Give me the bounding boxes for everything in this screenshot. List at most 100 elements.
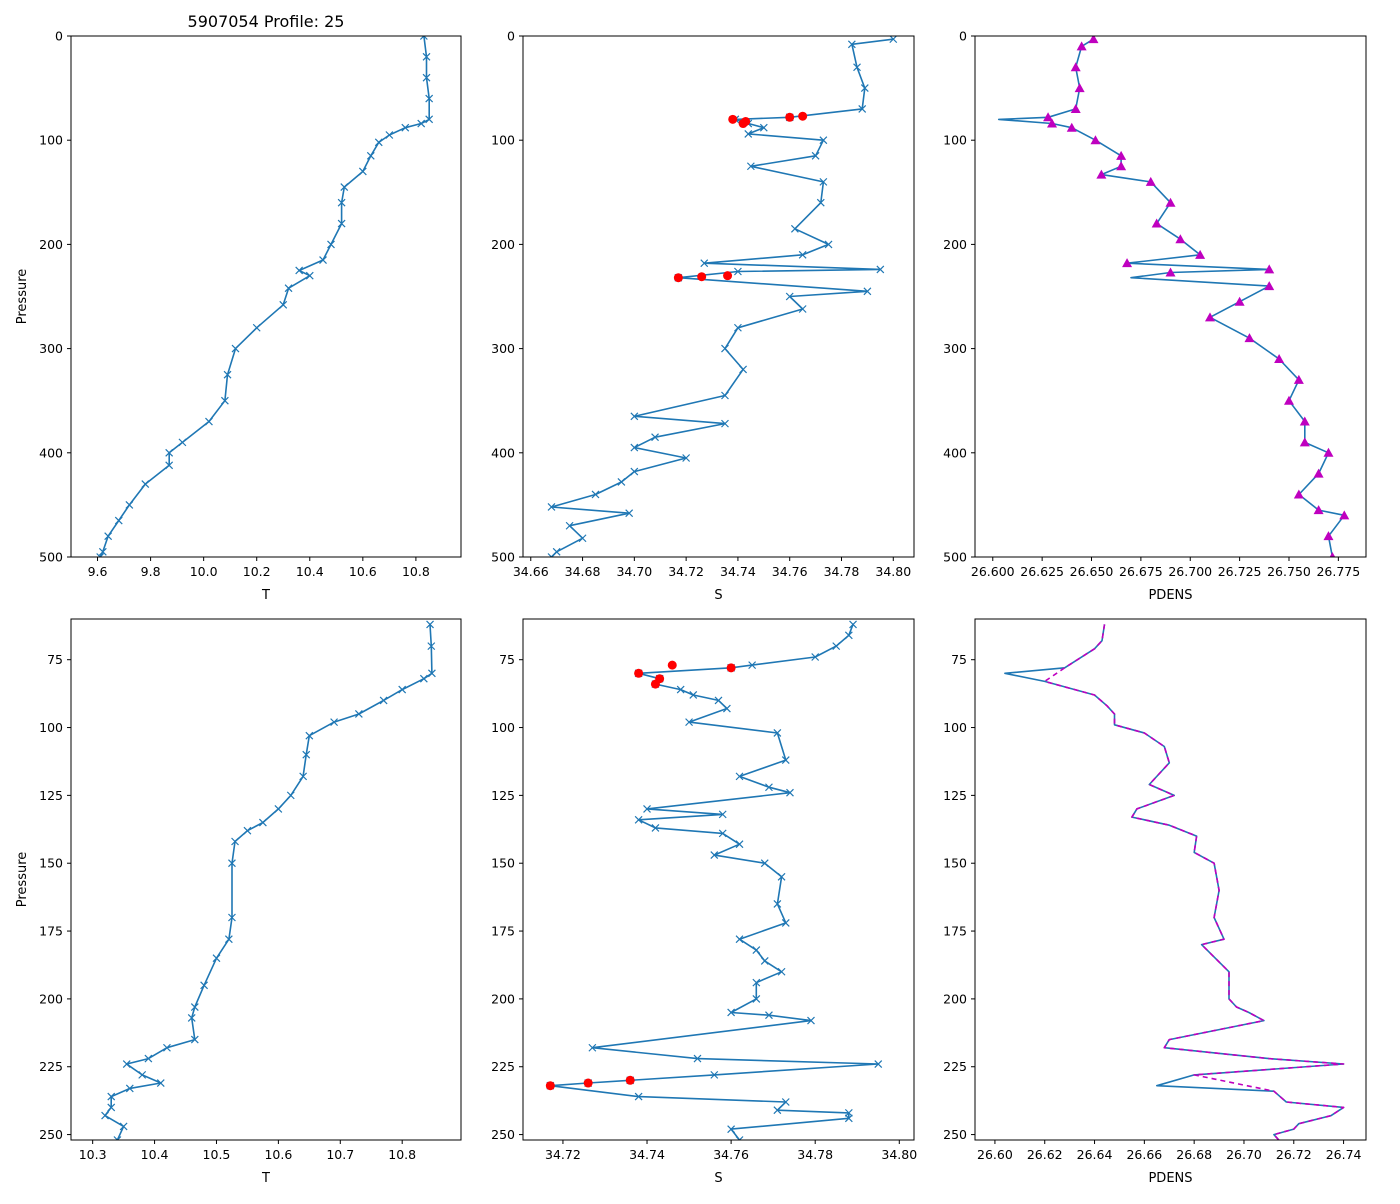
s-zoom-point-x — [727, 1125, 736, 1134]
s-full-xtick-label: 34.68 — [565, 564, 601, 579]
s-zoom-point-x — [710, 1070, 719, 1079]
t-full-point-x — [422, 52, 431, 61]
s-zoom-point-x — [849, 620, 857, 629]
t-zoom-xtick-label: 10.7 — [326, 1147, 354, 1162]
s-full-xtick-label: 34.70 — [616, 564, 652, 579]
s-full-point-x — [565, 521, 574, 530]
s-zoom-point-x — [634, 1092, 643, 1101]
s-full-ytick-label: 500 — [491, 550, 515, 565]
t-full-point-x — [284, 284, 293, 293]
s-full-axes-frame — [522, 35, 915, 558]
t-zoom-point-x — [144, 1054, 153, 1063]
s-zoom-point-x — [777, 872, 786, 881]
s-full-point-x — [547, 503, 556, 511]
pdens-zoom-panel: 26.60 26.62 26.64 26.66 26.68 26.70 26.72 26.74… — [943, 618, 1367, 1186]
s-full-xtick-label: 34.72 — [668, 564, 704, 579]
s-full-point-x — [889, 36, 898, 44]
s-full-flagged-point — [738, 119, 748, 129]
pdens-full-point-triangle — [1151, 218, 1162, 228]
t-full-ytick-label: 200 — [39, 237, 63, 252]
s-full-point-x — [863, 287, 872, 296]
pdens-full-point-triangle — [1339, 510, 1350, 520]
t-full-xtick-label: 9.6 — [88, 564, 108, 579]
s-full-point-x — [816, 198, 825, 207]
t-zoom-point-x — [427, 669, 436, 678]
pdens-full-point-triangle — [1313, 468, 1324, 478]
s-full-ytick-label: 300 — [491, 341, 515, 356]
s-zoom-point-x — [844, 1114, 853, 1123]
t-full-xtick-label: 10.2 — [243, 564, 271, 579]
s-full-point-x — [721, 344, 729, 353]
pdens-full-xtick-label: 26.700 — [1168, 564, 1212, 579]
s-full-point-x — [547, 553, 556, 557]
t-full-point-x — [337, 198, 346, 207]
s-zoom-point-x — [752, 946, 761, 954]
s-full-xtick-label: 34.76 — [772, 564, 808, 579]
s-zoom-ytick-label: 200 — [491, 991, 515, 1006]
s-zoom-point-x — [781, 1098, 790, 1106]
t-full-point-x — [366, 151, 375, 160]
t-full-point-x — [425, 115, 434, 124]
s-zoom-point-x — [735, 840, 744, 849]
t-full-point-x — [385, 131, 394, 139]
s-zoom-xtick-label: 34.80 — [881, 1147, 917, 1162]
t-zoom-point-x — [258, 818, 267, 827]
s-full-point-x — [733, 323, 742, 332]
pdens-full-xtick-label: 26.600 — [971, 564, 1015, 579]
s-full-xtick-label: 34.66 — [513, 564, 549, 579]
pdens-zoom-xtick-label: 26.64 — [1077, 1147, 1113, 1162]
s-zoom-ytick-label: 225 — [491, 1059, 515, 1074]
panels: 9.6 9.8 10.0 10.2 10.4 10.6 10.8 0 100 200 300 400 5… — [15, 29, 1367, 1186]
s-full-point-x — [721, 419, 729, 428]
t-zoom-point-x — [302, 750, 311, 759]
t-full-point-x — [141, 480, 150, 488]
pdens-full-ytick-label: 300 — [943, 341, 967, 356]
t-full-panel: 9.6 9.8 10.0 10.2 10.4 10.6 10.8 0 100 200 300 400 5… — [15, 29, 462, 603]
t-full-series-0 — [96, 36, 434, 557]
s-zoom-series-1 — [545, 660, 736, 1091]
t-zoom-ytick-label: 75 — [47, 652, 63, 667]
s-full-point-x — [876, 265, 885, 274]
t-zoom-point-x — [398, 685, 407, 694]
t-full-point-x — [104, 532, 113, 541]
pdens-full-point-triangle — [1274, 354, 1285, 364]
pdens-full-point-triangle — [1096, 169, 1107, 179]
t-zoom-xtick-label: 10.3 — [79, 1147, 107, 1162]
s-full-point-x — [617, 478, 626, 486]
t-full-point-x — [220, 396, 229, 405]
pdens-full-series-line — [997, 38, 1346, 557]
pdens-full-point-triangle — [1195, 249, 1206, 259]
t-zoom-point-x — [354, 710, 363, 718]
pdens-full-point-triangle — [1074, 83, 1085, 93]
t-zoom-point-x — [156, 1079, 165, 1087]
s-zoom-point-x — [777, 967, 786, 976]
t-full-point-x — [279, 300, 288, 309]
s-zoom-point-x — [752, 978, 761, 987]
t-full-point-x — [96, 553, 105, 557]
s-full-ytick-label: 200 — [491, 237, 515, 252]
t-zoom-point-x — [187, 1013, 196, 1022]
t-zoom-point-x — [212, 954, 221, 963]
s-full-point-x — [798, 305, 807, 313]
t-zoom-point-x — [427, 642, 436, 651]
t-full-ytick-label: 0 — [55, 29, 63, 44]
s-full-ytick-label: 400 — [491, 445, 515, 460]
pdens-zoom-axes-frame — [974, 618, 1367, 1141]
t-full-point-x — [319, 256, 327, 264]
t-full-point-x — [223, 370, 232, 379]
t-full-xlabel: T — [261, 588, 270, 603]
t-zoom-ytick-label: 250 — [39, 1127, 63, 1142]
t-full-point-x — [231, 344, 240, 353]
s-zoom-flagged-point — [583, 1078, 593, 1088]
s-full-ytick-label: 100 — [491, 133, 515, 148]
s-zoom-point-x — [735, 1136, 744, 1140]
t-full-ytick-label: 100 — [39, 133, 63, 148]
s-full-point-x — [819, 177, 828, 186]
s-full-point-x — [733, 267, 742, 276]
pdens-zoom-xtick-label: 26.62 — [1027, 1147, 1063, 1162]
t-zoom-point-x — [231, 837, 239, 846]
t-zoom-xlabel: T — [261, 1171, 270, 1186]
pdens-zoom-plot-area — [1004, 624, 1345, 1140]
